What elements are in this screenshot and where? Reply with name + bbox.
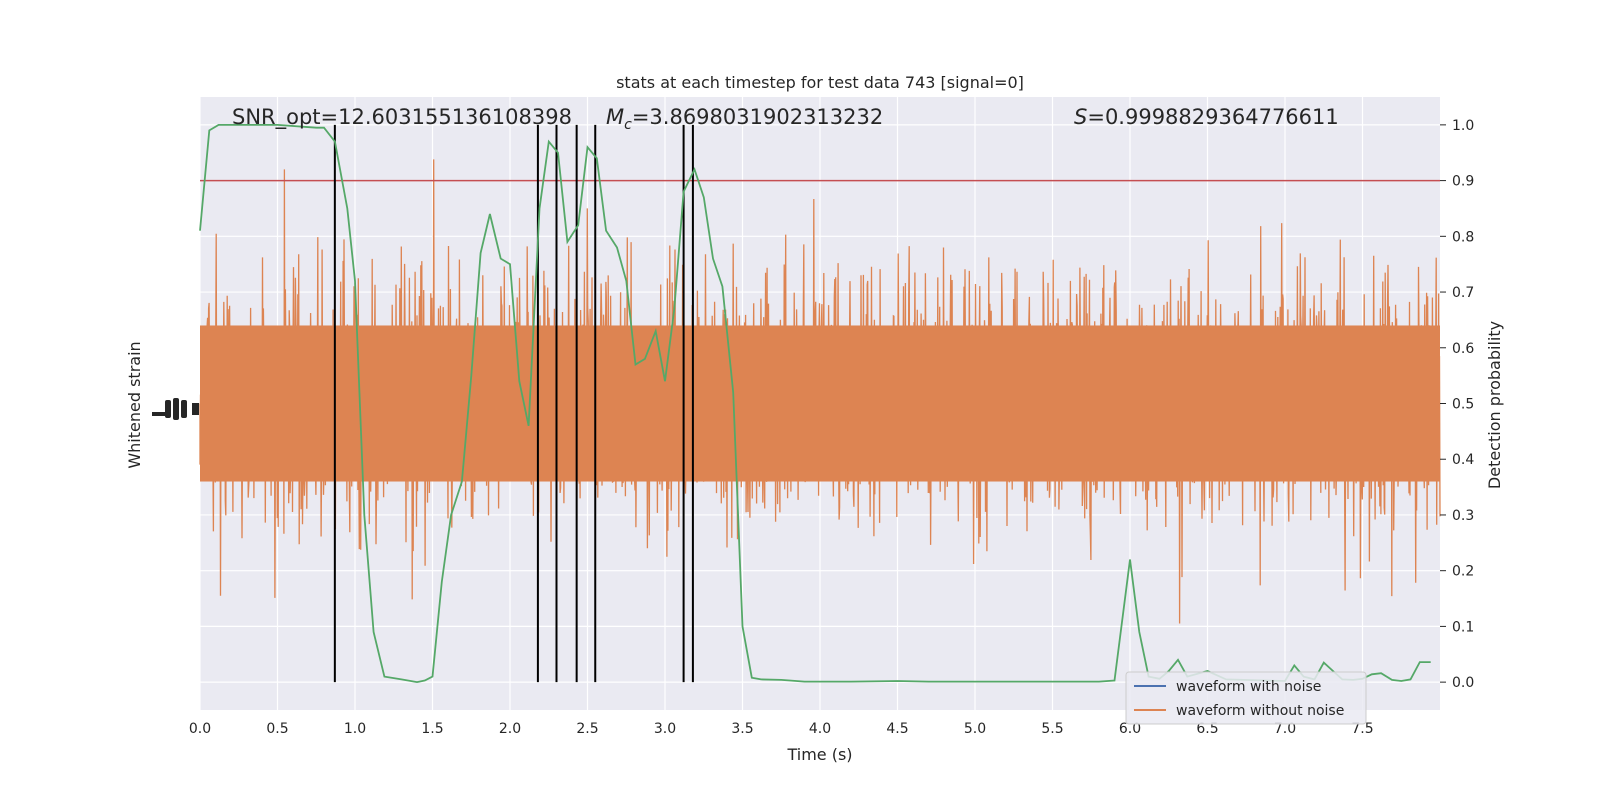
legend: waveform with noise waveform without noi… [1125,671,1367,725]
x-tick-label: 2.0 [499,721,521,737]
chirp-mass-annotation: Mc=3.8698031902313232 [606,105,883,133]
x-axis-label: Time (s) [786,745,852,764]
whitened-strain-waveform [199,159,1441,624]
legend-label-without-noise: waveform without noise [1176,703,1344,719]
y-tick-label: 0.7 [1452,285,1474,301]
snr-annotation: SNR_opt=12.603155136108398 [232,105,572,130]
x-tick-label: 5.0 [964,721,986,737]
chart-title: stats at each timestep for test data 743… [616,73,1024,92]
y-tick-label: 0.8 [1452,229,1474,245]
x-tick-label: 1.5 [421,721,443,737]
x-tick-label: 6.5 [1196,721,1218,737]
y-tick-label: 0.1 [1452,619,1474,635]
strain-band-core [200,325,1440,482]
y-axis-label-left: Whitened strain [125,341,144,468]
x-tick-label: 4.5 [886,721,908,737]
y-ticks-right: 0.0 0.1 0.2 0.3 0.4 0.5 0.6 0.7 0.8 0.9 1.0 [1440,118,1474,691]
y-axis-label-right: Detection probability [1485,321,1504,489]
vertical-markers [333,124,694,683]
x-tick-label: 3.0 [654,721,676,737]
x-ticks: 0.0 0.5 1.0 1.5 2.0 2.5 3.0 3.5 4.0 4.5 5.0 5.5 6.0 6… [189,721,1374,737]
legend-label-with-noise: waveform with noise [1176,679,1321,695]
x-tick-label: 1.0 [344,721,366,737]
x-tick-label: 2.5 [576,721,598,737]
x-tick-label: 4.0 [809,721,831,737]
y-tick-label: 0.3 [1452,508,1474,524]
x-tick-label: 3.5 [731,721,753,737]
y-tick-label: 0.5 [1452,397,1474,413]
x-tick-label: 7.5 [1351,721,1373,737]
x-tick-label: 0.5 [266,721,288,737]
y-tick-label: 0.0 [1452,675,1474,691]
x-tick-label: 0.0 [189,721,211,737]
x-tick-label: 6.0 [1119,721,1141,737]
x-tick-label: 7.0 [1274,721,1296,737]
x-tick-label: 5.5 [1041,721,1063,737]
s-annotation: S=0.9998829364776611 [1074,105,1339,129]
y-tick-label: 1.0 [1452,118,1474,134]
y-tick-label: 0.9 [1452,174,1474,190]
y-tick-label: 0.2 [1452,564,1474,580]
y-tick-label: 0.6 [1452,341,1474,357]
y-tick-label: 0.4 [1452,452,1474,468]
detection-probability-line [199,124,1431,684]
left-axis-collapsed-ticks [152,398,199,420]
